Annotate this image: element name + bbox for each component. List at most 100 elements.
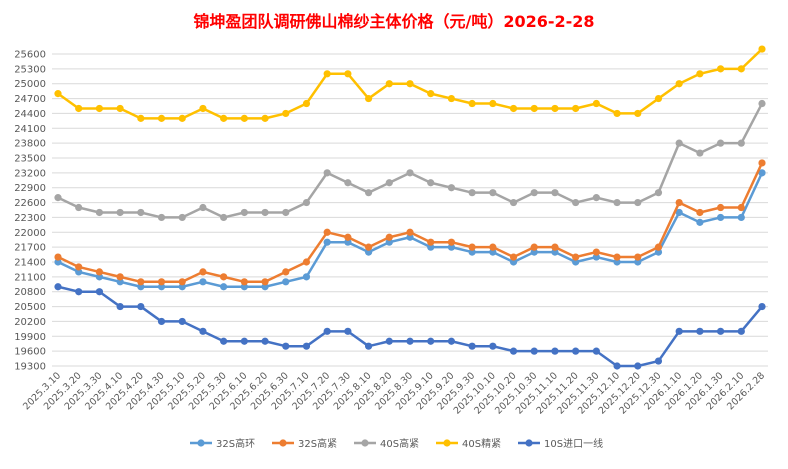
data-point: [75, 203, 83, 212]
data-point: [675, 208, 683, 217]
series-line: [57, 162, 764, 284]
data-point: [489, 248, 497, 256]
data-point: [116, 273, 124, 281]
data-point: [572, 104, 580, 113]
legend-item: 10S进口一线: [518, 437, 603, 450]
data-point: [716, 213, 725, 222]
data-point: [406, 169, 414, 177]
data-point: [427, 238, 435, 246]
data-point: [116, 302, 124, 311]
data-point: [178, 278, 186, 286]
data-point: [240, 283, 248, 291]
y-tick-label: 22000: [14, 228, 46, 239]
data-point: [696, 149, 704, 157]
data-point: [758, 45, 766, 53]
data-point: [696, 218, 704, 226]
y-tick-label: 24700: [14, 94, 46, 105]
data-point: [551, 104, 559, 113]
legend-marker: [361, 439, 369, 447]
y-tick-label: 19600: [14, 347, 46, 358]
data-point: [592, 347, 600, 355]
data-point: [654, 357, 663, 365]
legend-label: 40S精紧: [462, 437, 501, 450]
legend-marker: [443, 439, 451, 447]
legend-marker: [279, 439, 287, 447]
y-tick-label: 23800: [14, 139, 46, 150]
data-point: [509, 104, 518, 113]
data-point: [675, 139, 683, 147]
data-point: [157, 283, 166, 291]
data-point: [406, 337, 414, 345]
data-point: [613, 362, 621, 370]
data-point: [530, 189, 538, 197]
data-point: [261, 114, 269, 122]
data-point: [344, 179, 352, 187]
data-point: [489, 99, 497, 108]
data-point: [302, 99, 311, 108]
data-point: [447, 184, 456, 192]
data-point: [178, 317, 186, 326]
data-point: [406, 228, 414, 236]
data-point: [137, 302, 145, 311]
data-point: [551, 243, 559, 251]
data-point: [509, 198, 518, 207]
data-point: [75, 104, 83, 113]
data-point: [75, 263, 83, 271]
data-point: [199, 268, 207, 276]
y-axis-ticks: 19300 19600 19900 20200 20500 20800 21100 21400…: [14, 50, 46, 373]
data-point: [323, 169, 331, 177]
data-point: [344, 238, 352, 246]
data-point: [654, 243, 663, 251]
data-point: [54, 258, 62, 266]
data-point: [427, 90, 435, 98]
data-point: [364, 189, 373, 197]
data-point: [282, 109, 290, 118]
data-point: [199, 203, 207, 212]
data-point: [530, 347, 538, 355]
data-point: [302, 198, 311, 207]
legend-item: 40S高紧: [354, 437, 419, 450]
data-point: [737, 65, 745, 73]
data-point: [220, 273, 228, 281]
y-tick-label: 25300: [14, 64, 46, 75]
data-point: [54, 253, 62, 261]
series-group: [54, 45, 766, 122]
data-point: [447, 337, 456, 345]
series-group: [54, 159, 766, 286]
data-point: [282, 342, 290, 350]
data-point: [199, 104, 207, 113]
legend-marker: [197, 439, 205, 447]
data-point: [95, 273, 104, 281]
data-point: [116, 208, 124, 217]
data-point: [447, 238, 456, 246]
data-point: [75, 268, 83, 276]
data-point: [95, 104, 104, 113]
legend-label: 10S进口一线: [544, 437, 603, 450]
data-point: [716, 65, 725, 73]
data-point: [530, 104, 538, 113]
data-point: [468, 99, 476, 108]
data-point: [758, 302, 766, 311]
legend-item: 32S高紧: [272, 437, 337, 450]
data-point: [95, 208, 104, 217]
data-point: [634, 258, 642, 266]
legend-item: 32S高环: [190, 437, 255, 450]
data-point: [178, 283, 186, 291]
data-point: [572, 347, 580, 355]
data-point: [157, 213, 166, 222]
series-group: [54, 99, 766, 222]
data-point: [220, 114, 228, 122]
data-point: [427, 243, 435, 251]
data-point: [468, 342, 476, 350]
legend-item: 40S精紧: [436, 437, 501, 450]
data-point: [489, 342, 497, 350]
data-point: [240, 278, 248, 286]
data-point: [302, 273, 311, 281]
y-tick-label: 24400: [14, 109, 46, 120]
data-point: [344, 233, 352, 241]
data-point: [95, 288, 104, 296]
data-point: [116, 104, 124, 113]
data-point: [261, 337, 269, 345]
data-point: [282, 208, 290, 217]
